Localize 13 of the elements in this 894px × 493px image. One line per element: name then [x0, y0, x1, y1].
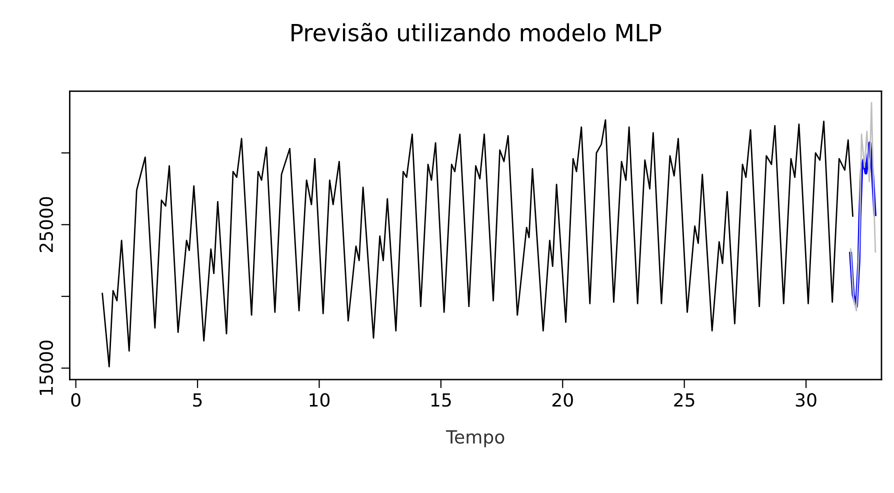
x-tick-label: 20 [552, 393, 573, 407]
y-tick-label: 15000 [39, 340, 54, 395]
x-axis-title: Tempo [446, 430, 504, 448]
x-tick-label: 25 [674, 393, 694, 407]
x-tick-label: 0 [71, 393, 80, 407]
x-tick-label: 30 [796, 393, 816, 407]
x-tick-label: 15 [431, 393, 451, 407]
x-tick-label: 10 [310, 393, 330, 407]
chart-title: Previsão utilizando modelo MLP [292, 22, 662, 42]
y-tick-label: 25000 [39, 197, 54, 252]
x-tick-label: 5 [193, 393, 202, 407]
line-series [102, 119, 854, 368]
line-series [850, 102, 876, 312]
